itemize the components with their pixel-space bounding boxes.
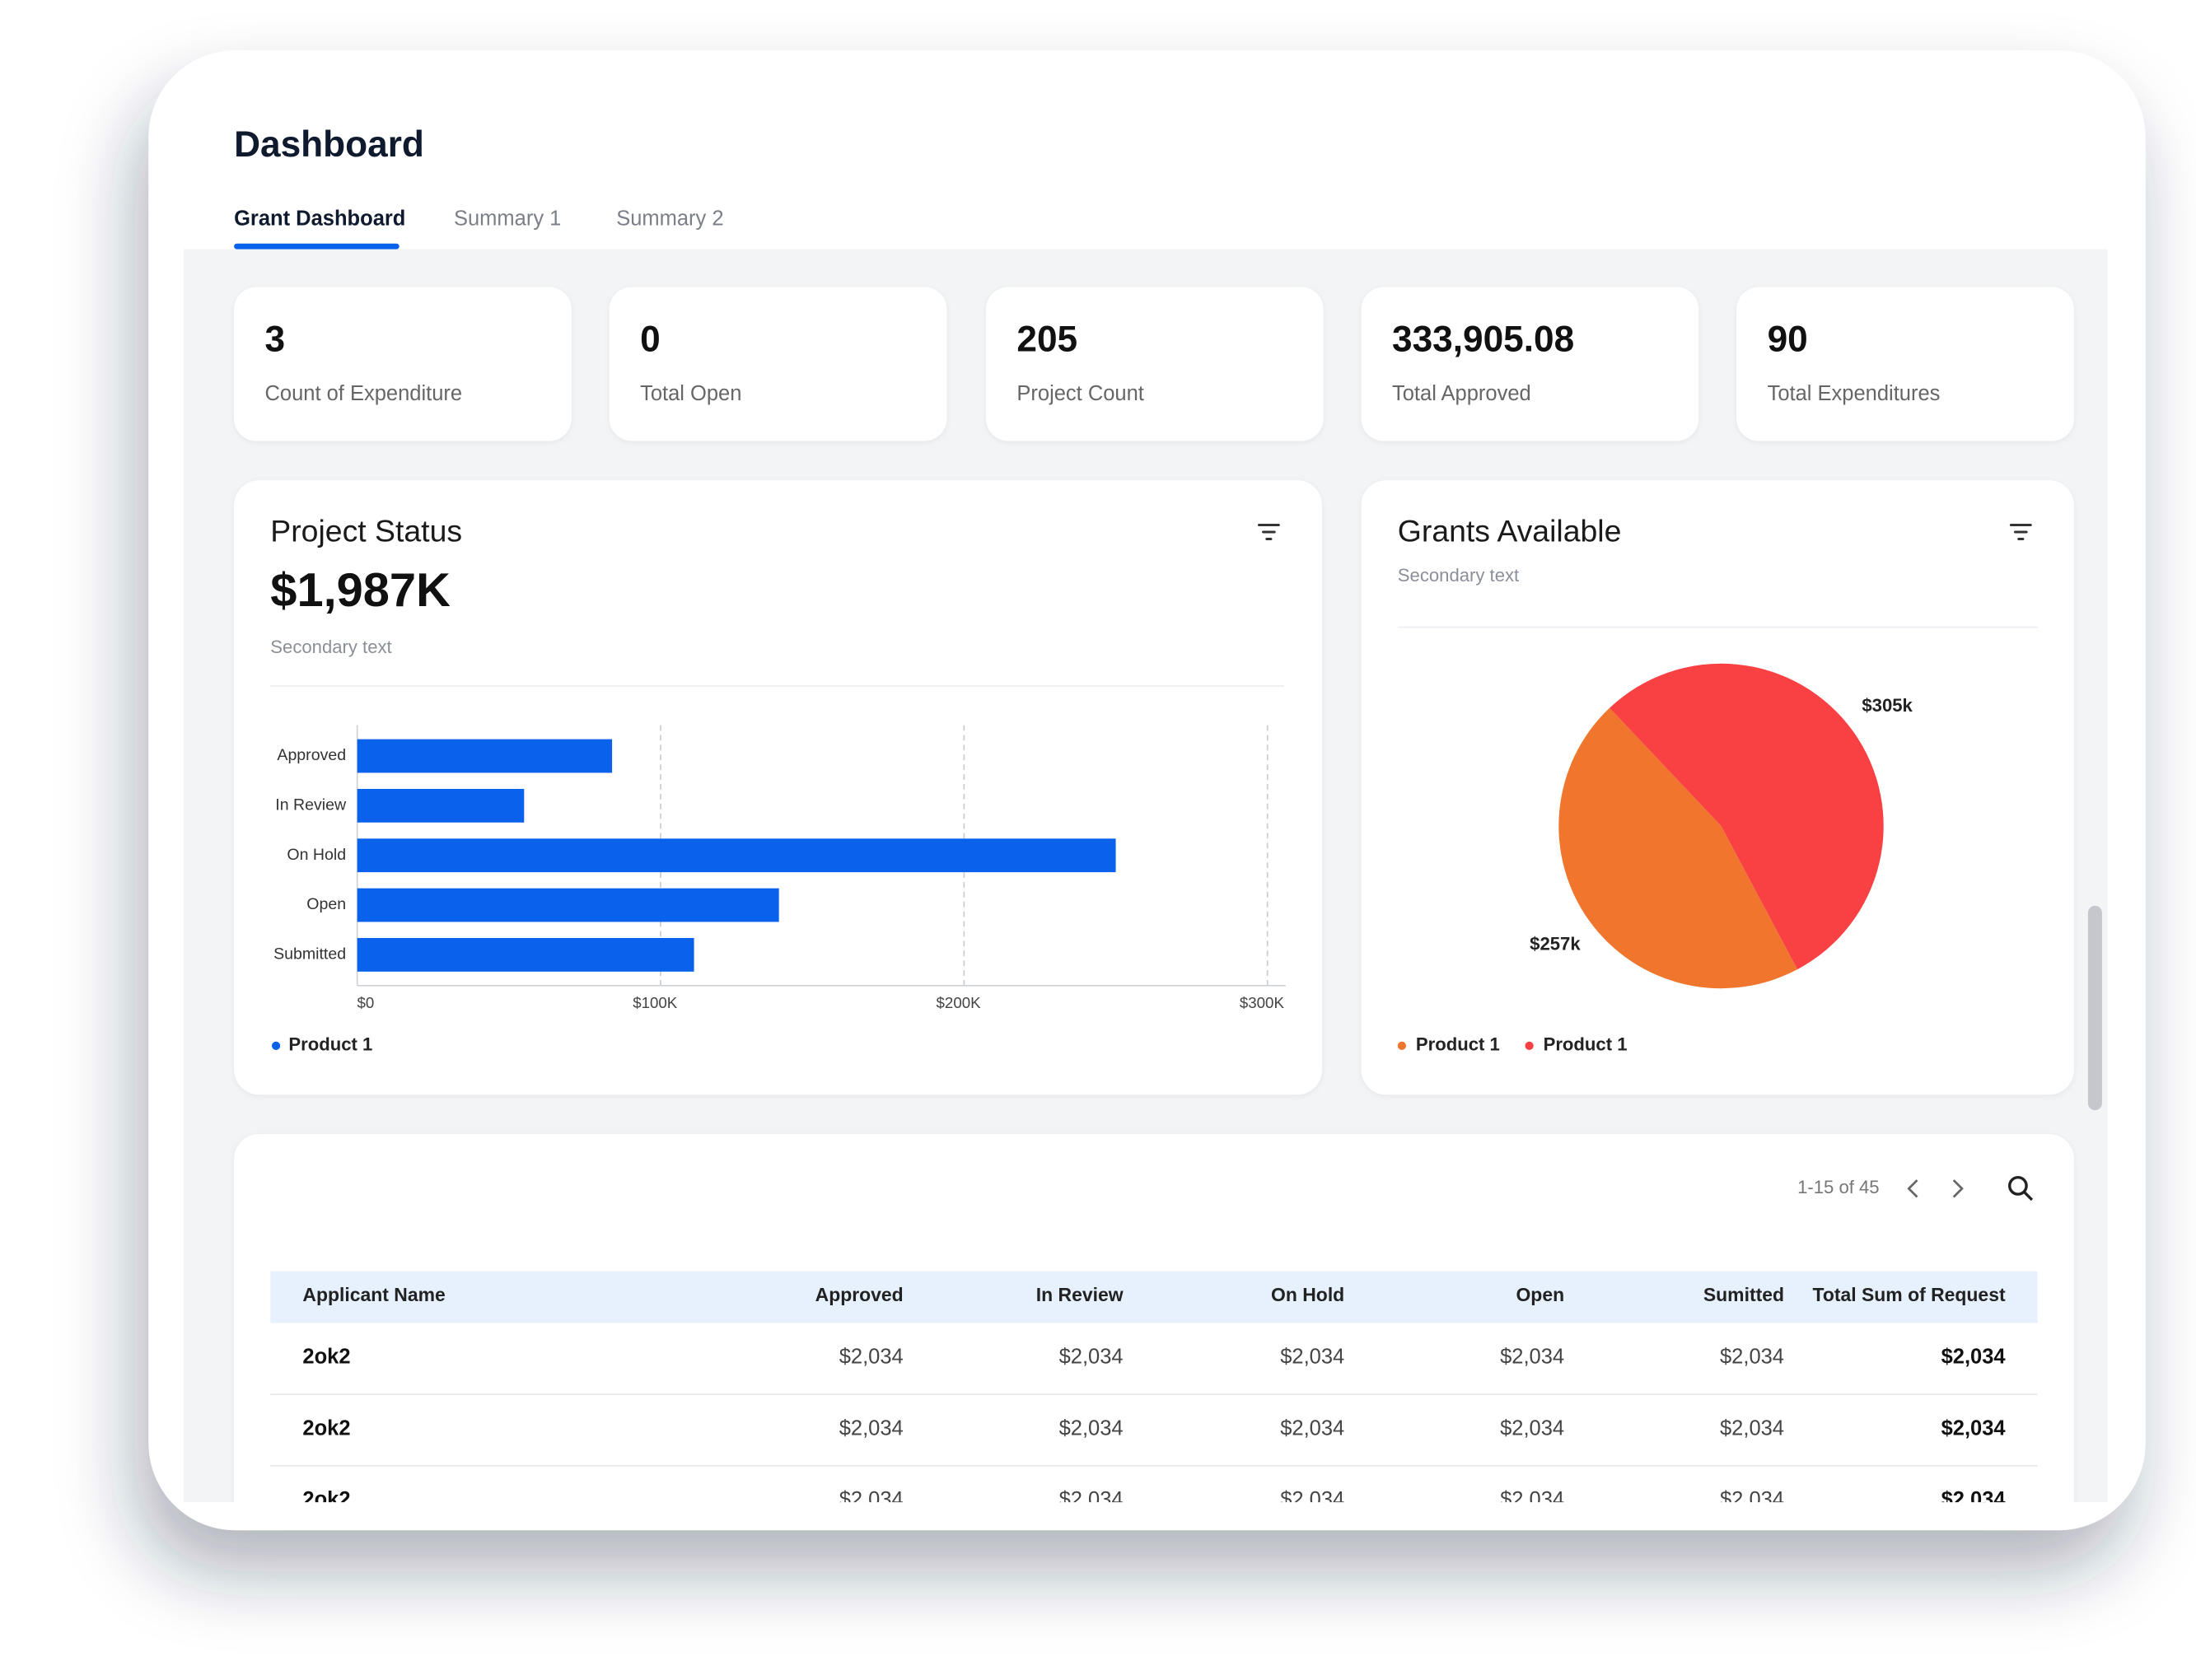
x-tick-label: $200K bbox=[937, 994, 982, 1011]
table-cell: 2ok2 bbox=[302, 1488, 350, 1511]
kpi-value: 205 bbox=[1016, 319, 1077, 359]
table-cell: $2,034 bbox=[1941, 1416, 2007, 1440]
kpi-label: Project Count bbox=[1016, 382, 1143, 405]
filter-icon[interactable] bbox=[1257, 523, 1280, 541]
table-cell: $2,034 bbox=[839, 1416, 904, 1440]
tab[interactable]: Grant Dashboard bbox=[234, 208, 405, 231]
secondary-text: Secondary text bbox=[270, 637, 391, 657]
prev-page[interactable] bbox=[1907, 1179, 1918, 1198]
table-cell: $2,034 bbox=[839, 1488, 904, 1511]
bar bbox=[357, 888, 779, 922]
x-tick-label: $0 bbox=[357, 994, 375, 1011]
legend-label: Product 1 bbox=[1544, 1034, 1628, 1055]
column-header: On Hold bbox=[1271, 1284, 1344, 1305]
pagination: 1-15 of 45 bbox=[1797, 1177, 1880, 1197]
bar bbox=[357, 739, 613, 773]
column-header: Total Sum of Request bbox=[1813, 1284, 2006, 1305]
pie-slice bbox=[1610, 663, 1884, 970]
column-header: In Review bbox=[1036, 1284, 1124, 1305]
table-cell: $2,034 bbox=[839, 1346, 904, 1369]
kpi-card bbox=[609, 287, 947, 441]
bar bbox=[357, 788, 525, 823]
kpi-label: Total Expenditures bbox=[1768, 382, 1941, 405]
kpi-value: 0 bbox=[640, 319, 661, 359]
y-tick-label: Open bbox=[306, 895, 346, 913]
column-header: Sumitted bbox=[1703, 1284, 1784, 1305]
kpi-label: Count of Expenditure bbox=[265, 382, 463, 405]
kpi-value: 90 bbox=[1768, 319, 1808, 359]
pie-slice bbox=[1558, 707, 1798, 989]
kpi-card bbox=[1736, 287, 2074, 441]
kpi-card bbox=[234, 287, 572, 441]
x-tick-label: $100K bbox=[633, 994, 678, 1011]
table-cell: $2,034 bbox=[1720, 1416, 1784, 1440]
y-tick-label: In Review bbox=[275, 796, 347, 814]
slice-label: $305k bbox=[1862, 695, 1913, 716]
y-tick-label: Submitted bbox=[273, 945, 346, 964]
table-header-row bbox=[270, 1271, 2038, 1323]
table-cell: $2,034 bbox=[1500, 1416, 1564, 1440]
table-cell: $2,034 bbox=[1500, 1346, 1564, 1369]
bar bbox=[357, 938, 694, 972]
kpi-label: Total Open bbox=[640, 382, 741, 405]
secondary-text: Secondary text bbox=[1398, 565, 1519, 586]
table-cell: $2,034 bbox=[1720, 1488, 1784, 1511]
table-cell: 2ok2 bbox=[302, 1416, 350, 1440]
legend-dot bbox=[1525, 1041, 1534, 1050]
table-cell: $2,034 bbox=[1941, 1488, 2007, 1511]
filter-icon[interactable] bbox=[2009, 523, 2032, 541]
y-tick-label: Approved bbox=[277, 746, 346, 764]
legend-label: Product 1 bbox=[1416, 1034, 1500, 1055]
content: 3 Count of Expenditure 0 Total Open 205 Proje… bbox=[234, 287, 2074, 1511]
legend-label: Product 1 bbox=[288, 1034, 372, 1055]
table-cell: $2,034 bbox=[1280, 1346, 1344, 1369]
card-title: Project Status bbox=[270, 514, 462, 548]
table-cell: $2,034 bbox=[1280, 1416, 1344, 1440]
table-cell: $2,034 bbox=[1500, 1488, 1564, 1511]
table-cell: $2,034 bbox=[1059, 1346, 1124, 1369]
page-title: Dashboard bbox=[234, 124, 424, 165]
table-cell: $2,034 bbox=[1720, 1346, 1784, 1369]
kpi-card bbox=[1361, 287, 1699, 441]
column-header: Open bbox=[1516, 1284, 1564, 1305]
y-tick-label: On Hold bbox=[287, 846, 346, 864]
tab[interactable]: Summary 2 bbox=[616, 208, 723, 231]
table-cell: $2,034 bbox=[1059, 1416, 1124, 1440]
table-cell: $2,034 bbox=[1941, 1346, 2007, 1369]
kpi-label: Total Approved bbox=[1392, 382, 1531, 405]
column-header: Approved bbox=[815, 1284, 904, 1305]
legend-dot bbox=[272, 1041, 281, 1050]
next-page[interactable] bbox=[1952, 1179, 1964, 1198]
search-icon[interactable] bbox=[2007, 1175, 2034, 1202]
table-cell: $2,034 bbox=[1059, 1488, 1124, 1511]
kpi-card bbox=[986, 287, 1324, 441]
tab[interactable]: Summary 1 bbox=[454, 208, 561, 231]
card-title: Grants Available bbox=[1398, 514, 1622, 548]
bar bbox=[357, 838, 1116, 873]
column-header: Applicant Name bbox=[302, 1284, 445, 1305]
table-cell: $2,034 bbox=[1280, 1488, 1344, 1511]
kpi-value: 3 bbox=[265, 319, 286, 359]
table-cell: 2ok2 bbox=[302, 1346, 350, 1369]
active-tab-indicator bbox=[234, 243, 399, 250]
headline-value: $1,987K bbox=[270, 564, 451, 617]
scrollbar bbox=[2087, 905, 2102, 1111]
legend-dot bbox=[1397, 1041, 1406, 1050]
x-tick-label: $300K bbox=[1240, 994, 1285, 1011]
kpi-value: 333,905.08 bbox=[1392, 319, 1574, 359]
slice-label: $257k bbox=[1530, 934, 1581, 954]
